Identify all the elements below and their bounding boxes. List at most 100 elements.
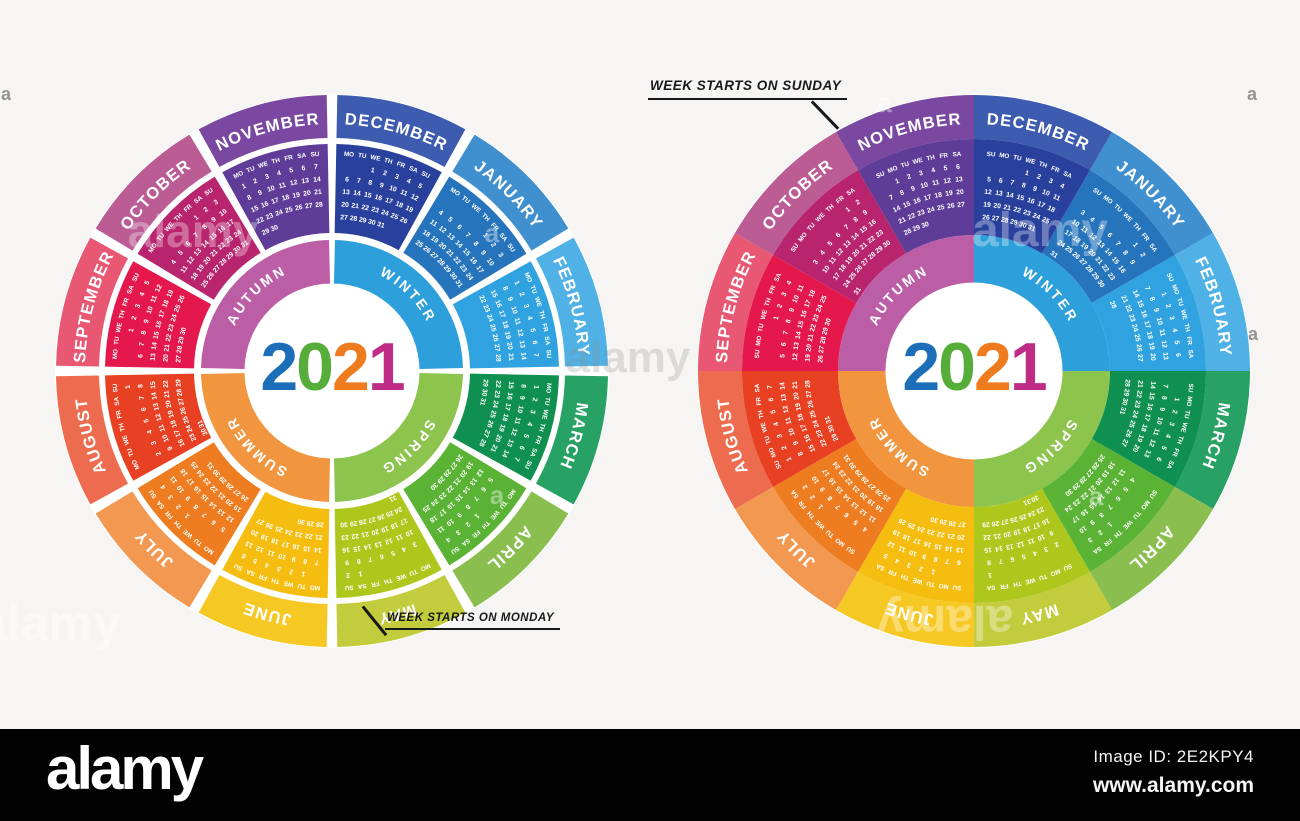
date-cell: 10 [445, 517, 455, 527]
date-cell: 6 [957, 558, 962, 565]
date-cell: 13 [1005, 542, 1014, 550]
date-cell: 14 [500, 449, 510, 459]
date-cell: 20 [224, 497, 234, 507]
date-cell: 16 [493, 299, 502, 309]
date-cell: 16 [374, 194, 383, 203]
date-cell: 17 [226, 218, 236, 228]
date-cell: 23 [225, 235, 235, 245]
date-cell: 19 [945, 190, 954, 198]
date-cell: 29 [1090, 271, 1100, 281]
date-cell: 14 [850, 232, 860, 242]
date-cell: 14 [1095, 492, 1105, 502]
date-cell: 2 [175, 502, 183, 510]
weekday-header-cell: FR [1170, 447, 1180, 458]
date-cell: 5 [943, 165, 948, 172]
weekday-header-cell: FR [1185, 336, 1193, 346]
date-cell: 22 [867, 235, 877, 245]
weekday-header-cell: SU [233, 562, 244, 572]
month-name-band [336, 95, 466, 168]
date-cell: 7 [512, 456, 520, 463]
weekday-header-cell: SA [1091, 544, 1103, 555]
weekday-header-cell: TU [763, 434, 772, 445]
date-cell: 9 [291, 555, 296, 563]
weekday-header-cell: SA [754, 383, 762, 393]
date-cell: 26 [874, 487, 884, 497]
date-cell: 18 [934, 192, 943, 200]
date-cell: 2 [1164, 303, 1172, 309]
weekday-header-cell: TU [408, 567, 419, 577]
date-cell: 22 [165, 333, 173, 342]
weekday-header-cell: WE [540, 409, 549, 420]
weekday-header-cell: MO [755, 335, 763, 346]
date-cell: 26 [265, 520, 275, 529]
date-cell: 13 [518, 340, 526, 349]
month-dates-wedge [773, 439, 906, 572]
month-name-band [95, 491, 212, 608]
date-cell: 20 [859, 490, 869, 500]
weekday-header-cell: FR [768, 284, 778, 295]
date-cell: 7 [767, 385, 774, 390]
date-cell: 9 [1128, 259, 1136, 266]
date-cell: 26 [1123, 428, 1132, 438]
date-cell: 10 [267, 185, 277, 194]
date-cell: 18 [161, 299, 170, 309]
date-cell: 16 [1139, 310, 1148, 320]
watermark-text: alamy [0, 595, 121, 651]
date-cell: 15 [808, 443, 818, 453]
date-cell: 6 [1009, 555, 1014, 563]
date-cell: 7 [998, 557, 1003, 564]
date-cell: 31 [853, 286, 863, 296]
date-cell: 21 [209, 248, 219, 258]
date-cell: 2 [1053, 540, 1060, 548]
date-cell: 22 [477, 295, 487, 305]
date-cell: 27 [958, 520, 966, 528]
date-cell: 5 [1021, 552, 1027, 560]
weekday-header-cell: SU [523, 459, 533, 470]
date-cell: 1 [773, 315, 781, 321]
date-cell: 3 [1047, 178, 1053, 186]
date-cell: 22 [444, 483, 454, 493]
season-segment-winter [333, 240, 463, 370]
date-cell: 12 [255, 544, 265, 553]
date-cell: 23 [370, 206, 379, 215]
date-cell: 15 [902, 200, 912, 209]
date-cell: 9 [379, 182, 385, 190]
date-cell: 21 [1136, 380, 1144, 388]
weekday-header-cell: SU [1186, 383, 1194, 393]
date-cell: 1 [931, 567, 936, 575]
date-cell: 15 [200, 492, 210, 502]
weekday-header-cell: TH [118, 422, 127, 432]
date-cell: 18 [389, 520, 399, 529]
date-cell: 10 [485, 257, 495, 267]
date-cell: 25 [190, 460, 200, 470]
date-cell: 24 [1031, 212, 1041, 221]
weekday-header-cell: SA [1165, 459, 1175, 470]
date-cell: 30 [1096, 279, 1106, 289]
date-cell: 14 [314, 546, 322, 554]
date-cell: 27 [818, 345, 826, 354]
date-cell: 18 [270, 536, 280, 545]
date-cell: 3 [918, 170, 924, 178]
weekday-header-cell: SA [528, 447, 538, 458]
date-cell: 1 [301, 570, 306, 577]
date-cell: 30 [448, 271, 458, 281]
date-cell: 4 [525, 315, 533, 321]
date-cell: 11 [796, 284, 806, 294]
weekday-header-cell: SA [357, 582, 367, 590]
weekday-header-cell: FR [1050, 165, 1061, 175]
date-cell: 7 [532, 353, 539, 358]
date-cell: 3 [276, 564, 282, 572]
date-cell: 3 [1167, 421, 1175, 427]
weekday-header-cell: MO [203, 544, 215, 556]
month-segment-july: JULYMOTUWETHFRSASU1234567891011121314151… [95, 442, 261, 608]
date-cell: 31 [1027, 224, 1037, 233]
weekday-header-cell: SU [986, 151, 996, 159]
date-cell: 26 [1135, 344, 1143, 353]
date-cell: 21 [859, 241, 869, 251]
date-cell: 19 [1100, 468, 1110, 478]
date-cell: 24 [491, 400, 499, 409]
weekday-header-cell: SU [790, 242, 801, 254]
date-cell: 11 [1079, 225, 1089, 235]
date-cell: 8 [137, 384, 144, 389]
